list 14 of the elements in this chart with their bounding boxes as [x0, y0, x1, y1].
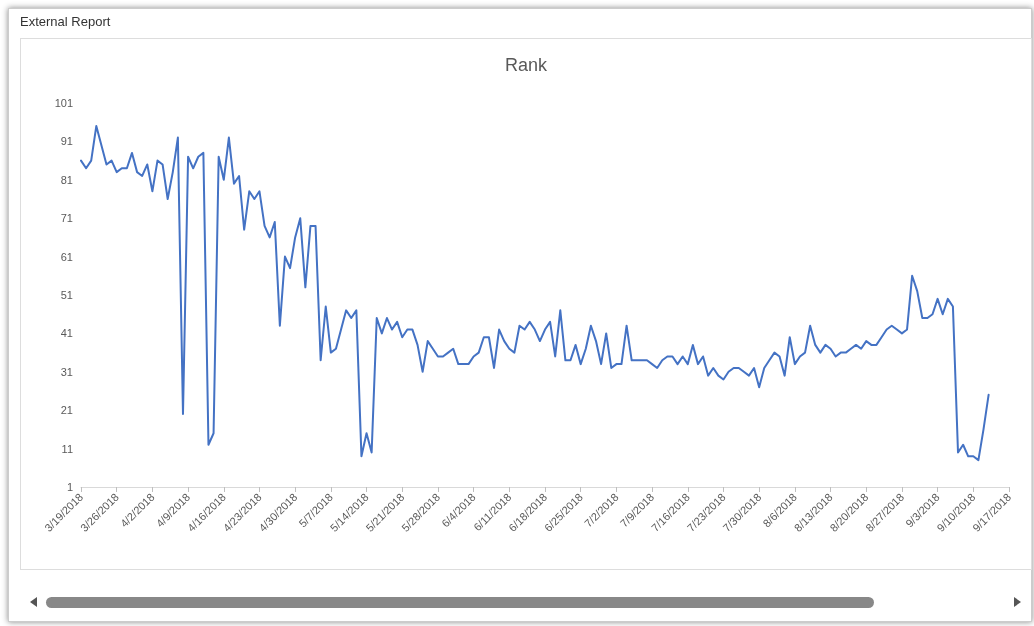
text: External Report: [20, 14, 111, 29]
y-tick-label: 61: [60, 250, 73, 263]
y-tick-label: 41: [60, 327, 73, 340]
y-tick-label: 91: [60, 135, 73, 148]
y-tick-label: 11: [61, 442, 73, 455]
line-series: [80, 125, 990, 462]
y-tick-label: 1: [66, 481, 73, 493]
y-tick-label: 81: [60, 173, 73, 186]
y-tick-label: 31: [60, 365, 73, 378]
y-tick-label: 51: [60, 289, 73, 301]
y-tick-label: 71: [60, 212, 73, 225]
y-tick-label: 21: [60, 404, 73, 417]
y-tick-label: 101: [54, 97, 73, 109]
chart-title: Rank: [504, 55, 548, 75]
